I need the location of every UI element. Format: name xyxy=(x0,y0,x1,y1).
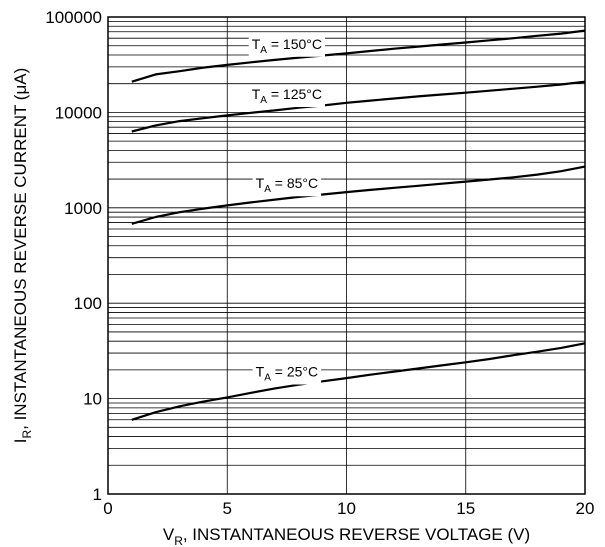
y-axis-title: IR, INSTANTANEOUS REVERSE CURRENT (μA) xyxy=(11,68,34,444)
series-lines xyxy=(132,31,585,420)
y-tick-label: 100 xyxy=(74,294,102,313)
y-tick-label: 10 xyxy=(83,390,102,409)
series-line xyxy=(132,343,585,420)
y-tick-label: 10000 xyxy=(55,103,102,122)
x-tick-label: 10 xyxy=(337,499,356,518)
y-tick-label: 100000 xyxy=(45,8,102,27)
x-axis-title: VR, INSTANTANEOUS REVERSE VOLTAGE (V) xyxy=(163,525,530,547)
tick-labels: 0 5 10 15 20 1 10 100 1000 10000 100000 xyxy=(45,8,594,518)
y-tick-label: 1 xyxy=(93,485,102,504)
series-line xyxy=(132,82,585,132)
x-tick-label: 0 xyxy=(103,499,112,518)
series-line xyxy=(132,167,585,224)
x-tick-label: 5 xyxy=(223,499,232,518)
y-tick-label: 1000 xyxy=(64,199,102,218)
x-tick-label: 20 xyxy=(576,499,595,518)
x-tick-label: 15 xyxy=(456,499,475,518)
